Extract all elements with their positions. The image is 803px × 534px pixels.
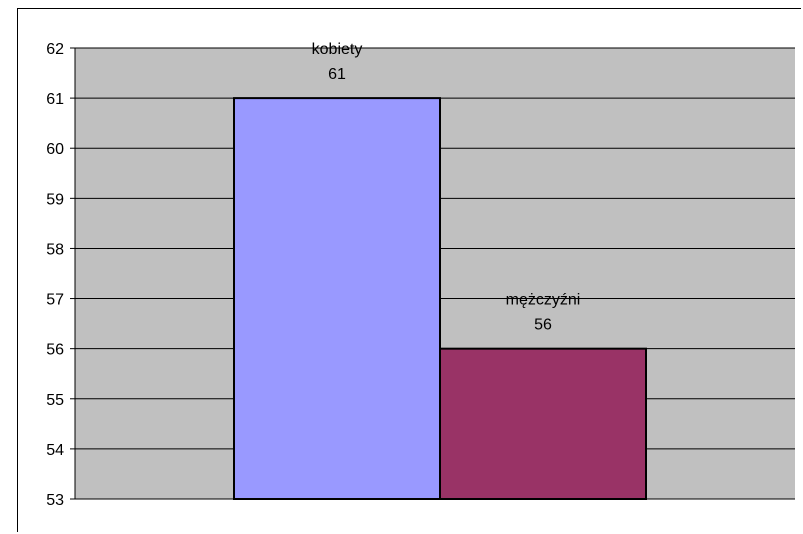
y-tick-label: 53: [46, 492, 64, 509]
bar-0: [233, 97, 441, 500]
chart-frame: [17, 8, 801, 532]
data-label-value: 56: [534, 317, 552, 334]
y-tick-label: 57: [46, 292, 64, 309]
y-tick-label: 55: [46, 392, 64, 409]
y-tick-label: 62: [46, 41, 64, 58]
y-tick-label: 58: [46, 241, 64, 258]
bars: [233, 97, 647, 500]
data-label-value: 61: [328, 66, 346, 83]
y-axis-ticks: 53 54 55 56 57 58 59 60 61 62: [46, 41, 75, 509]
y-tick-label: 61: [46, 91, 64, 108]
data-label-category: mężczyźni: [506, 292, 581, 309]
data-label-category: kobiety: [312, 41, 363, 58]
y-tick-label: 60: [46, 141, 64, 158]
y-tick-label: 56: [46, 342, 64, 359]
y-tick-label: 59: [46, 191, 64, 208]
bar-1: [439, 347, 647, 500]
y-tick-label: 54: [46, 442, 64, 459]
data-labels: kobiety 61 mężczyźni 56: [312, 41, 581, 334]
